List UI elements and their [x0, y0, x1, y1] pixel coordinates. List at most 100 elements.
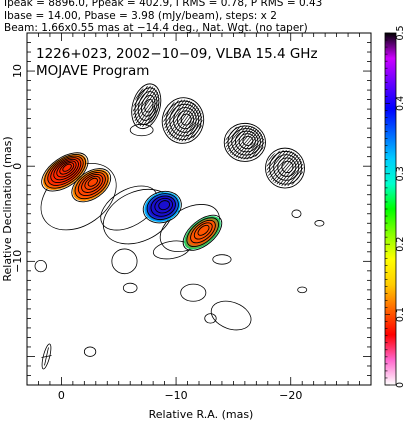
- evpa-tick: [242, 135, 265, 160]
- core-contour-7: [62, 163, 72, 172]
- faint-contour-7: [180, 283, 207, 302]
- core-contour-3: [50, 157, 82, 184]
- evpa-tick: [167, 99, 197, 141]
- knot-b-contour-2: [190, 219, 216, 244]
- faint-contour-16: [314, 220, 325, 227]
- component-upper-blob-3: [223, 122, 266, 162]
- evpa-tick: [267, 150, 298, 184]
- header-line-3: Beam: 1.66x0.55 mas at −14.4 deg., Nat. …: [4, 22, 308, 34]
- knot-b-contour-0: [182, 214, 223, 251]
- x-tick-label: 0: [58, 389, 65, 402]
- knot-b-contour-3: [193, 222, 213, 240]
- evpa-tick: [225, 125, 248, 151]
- evpa-tick: [160, 96, 187, 134]
- inner-jet-contour-3: [81, 173, 104, 193]
- component-knot-a: [142, 190, 182, 224]
- evpa-tick: [130, 85, 161, 127]
- evpa-tick: [175, 104, 205, 145]
- faint-contour-12: [83, 346, 97, 357]
- colorbar-tick-label: 0.4: [395, 96, 406, 111]
- evpa-tick: [183, 110, 206, 145]
- evpa-tick: [271, 151, 301, 187]
- upper-blob-1-contour-3: [141, 95, 156, 117]
- core-contour-2: [47, 155, 84, 186]
- knot-a-contour-0: [142, 190, 182, 224]
- faint-contour-5: [111, 248, 138, 275]
- y-tick-label: −10: [11, 250, 24, 273]
- evpa-tick: [266, 150, 289, 176]
- faint-contour-8: [204, 313, 217, 324]
- evpa-tick: [286, 164, 304, 187]
- evpa-tick: [169, 100, 199, 142]
- upper-blob-3-contour-2: [231, 128, 261, 156]
- knot-a-fill: [144, 192, 181, 223]
- upper-blob-2-contour-0: [161, 97, 205, 144]
- colorbar-tick-label: 0.2: [395, 237, 406, 252]
- evpa-tick: [266, 150, 287, 175]
- faint-contour-9: [210, 300, 252, 331]
- beam-ellipse: [41, 343, 52, 370]
- evpa-tick: [165, 97, 195, 140]
- faint-contour-6: [122, 282, 138, 294]
- upper-blob-3-contour-4: [238, 133, 256, 150]
- evpa-tick: [233, 127, 265, 160]
- core-contour-6: [59, 162, 75, 175]
- colorbar-tick-label: 0.5: [395, 25, 406, 40]
- evpa-tick: [161, 96, 191, 137]
- evpa-tick: [132, 86, 163, 128]
- core-contour-4: [53, 158, 79, 181]
- evpa-tick: [160, 96, 189, 136]
- evpa-tick: [128, 83, 159, 125]
- knot-b-contour-1: [186, 217, 219, 248]
- evpa-tick: [163, 96, 193, 138]
- upper-blob-1-contour-0: [131, 83, 162, 130]
- knot-a-contour-2: [150, 195, 176, 217]
- evpa-tick: [140, 91, 164, 130]
- component-core: [41, 152, 89, 192]
- upper-blob-4-contour-0: [265, 147, 305, 189]
- evpa-tick: [226, 125, 257, 158]
- faint-contour-15: [291, 209, 302, 218]
- inner-jet-contour-4: [84, 175, 101, 190]
- knot-a-contour-3: [154, 197, 173, 214]
- beam-layer: [41, 343, 52, 370]
- x-tick-label: −10: [164, 389, 187, 402]
- core-contour-0: [41, 152, 89, 192]
- evpa-tick: [266, 150, 294, 181]
- x-axis-label: Relative R.A. (mas): [149, 408, 254, 421]
- plot-frame: [26, 32, 372, 386]
- evpa-tick: [266, 150, 296, 182]
- evpa-tick: [231, 126, 263, 160]
- evpa-tick: [240, 133, 265, 160]
- y-tick-label: 10: [11, 64, 24, 78]
- axis-layer: 0 −10 −20 10 0 −10: [11, 32, 372, 402]
- header-line-2: Ibase = 14.00, Pbase = 3.98 (mJy/beam), …: [4, 10, 277, 22]
- evpa-tick: [229, 125, 261, 160]
- inner-jet-contour-1: [74, 170, 109, 200]
- knot-a-contour-1: [146, 193, 179, 221]
- evpa-tick: [280, 159, 304, 187]
- evpa-tick: [171, 102, 201, 144]
- evpa-tick: [269, 150, 300, 185]
- evpa-tick: [277, 156, 304, 187]
- faint-contour-13: [212, 254, 232, 265]
- evpa-tick: [228, 125, 259, 160]
- evpa-tick: [273, 153, 303, 187]
- y-tick-label: 0: [11, 163, 24, 170]
- header-line-1: Ipeak = 8896.0, Ppeak = 402.9, I RMS = 0…: [4, 0, 323, 9]
- inner-jet-contour-5: [87, 177, 98, 187]
- beam-axis: [44, 347, 49, 366]
- upper-blob-3-contour-0: [223, 122, 266, 162]
- evpa-tick: [225, 125, 256, 157]
- chart-title: 1226+023, 2002−10−09, VLBA 15.4 GHz: [36, 46, 318, 62]
- map-layer: [34, 82, 325, 357]
- faint-contour-10: [297, 286, 308, 294]
- evpa-tick: [239, 132, 265, 160]
- evpa-tick: [225, 125, 254, 155]
- colorbar: 0 0.1 0.2 0.3 0.4 0.5: [384, 25, 406, 388]
- colorbar-tick-label: 0.1: [395, 307, 406, 322]
- evpa-tick: [225, 125, 250, 152]
- evpa-tick: [225, 125, 246, 149]
- x-tick-label: −20: [279, 389, 302, 402]
